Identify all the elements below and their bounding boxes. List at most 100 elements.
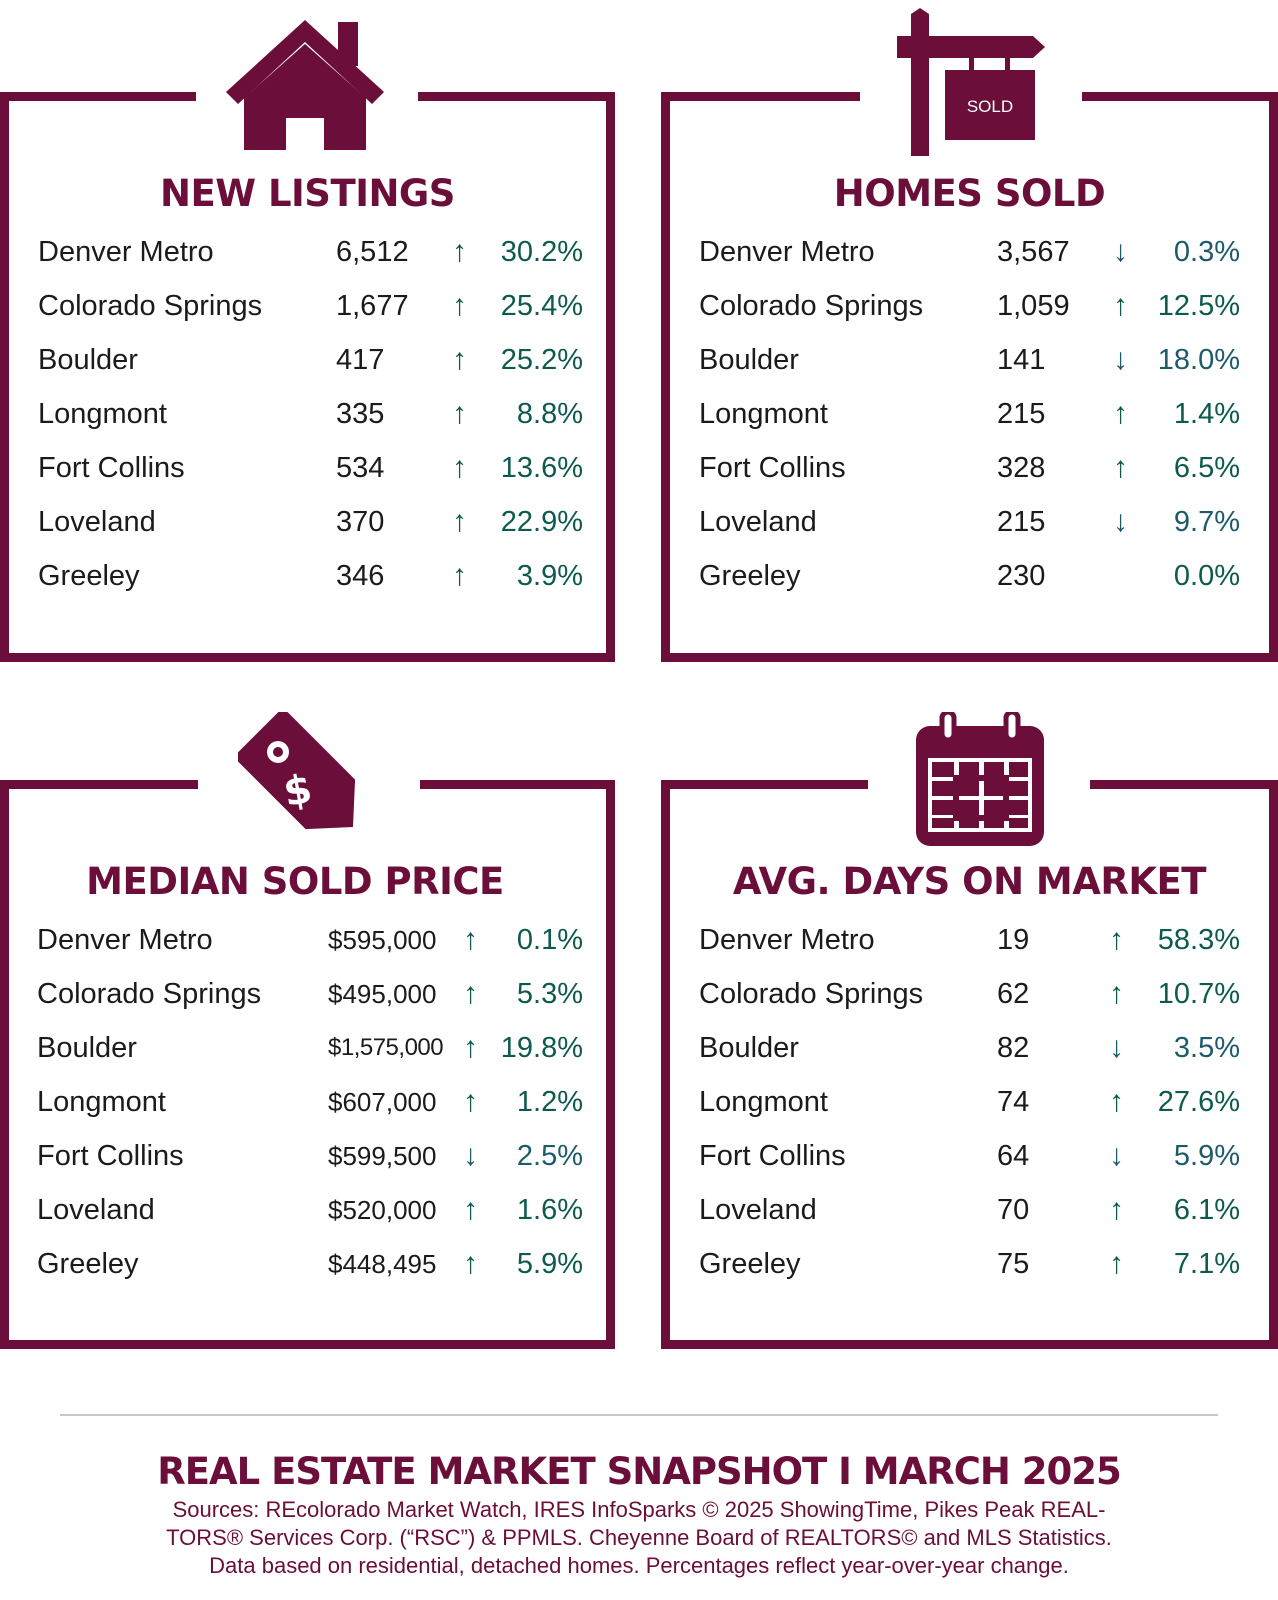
list-item: Greeley 230 0.0% [699,556,1240,596]
city-label: Fort Collins [699,1140,846,1172]
city-label: Colorado Springs [699,978,924,1010]
arrow-down-icon: ↓ [1113,505,1128,538]
arrow-up-icon: ↑ [1109,923,1124,956]
list-item: Colorado Springs 1,677 ↑ 25.4% [38,286,583,326]
list-item: Fort Collins 534 ↑ 13.6% [38,448,583,488]
value: 417 [336,344,385,376]
list-item: Denver Metro 19 ↑ 58.3% [699,920,1240,960]
percent-change: 5.3% [516,978,583,1010]
percent-change: 0.0% [1173,560,1240,592]
city-label: Denver Metro [699,236,875,268]
list-item: Greeley 75 ↑ 7.1% [699,1244,1240,1284]
value: $1,575,000 [328,1034,444,1061]
list-item: Longmont 215 ↑ 1.4% [699,394,1240,434]
percent-change: 8.8% [516,398,583,430]
footer-divider [60,1414,1218,1416]
value: 346 [336,560,385,592]
city-label: Loveland [699,1194,817,1226]
percent-change: 27.6% [1157,1086,1240,1118]
percent-change: 2.5% [516,1140,583,1172]
arrow-up-icon: ↑ [463,1193,478,1226]
arrow-up-icon: ↑ [463,1031,478,1064]
city-label: Greeley [699,560,801,592]
value: $607,000 [328,1087,437,1117]
list-item: Fort Collins 328 ↑ 6.5% [699,448,1240,488]
percent-change: 1.6% [516,1194,583,1226]
city-label: Boulder [699,1032,799,1064]
percent-change: 13.6% [500,452,583,484]
arrow-up-icon: ↑ [452,397,467,430]
city-label: Greeley [38,560,140,592]
list-item: Colorado Springs $495,000 ↑ 5.3% [37,974,583,1014]
city-label: Boulder [699,344,799,376]
value: 141 [997,344,1046,376]
list-item: Loveland 370 ↑ 22.9% [38,502,583,542]
list-item: Boulder 141 ↓ 18.0% [699,340,1240,380]
percent-change: 6.1% [1173,1194,1240,1226]
footer-line: Sources: REcolorado Market Watch, IRES I… [172,1497,1106,1522]
value: 215 [997,506,1046,538]
list-item: Colorado Springs 1,059 ↑ 12.5% [699,286,1240,326]
city-label: Greeley [37,1248,139,1280]
arrow-up-icon: ↑ [1113,289,1128,322]
value: $520,000 [328,1195,437,1225]
city-label: Fort Collins [37,1140,184,1172]
calendar-icon [916,712,1044,846]
arrow-up-icon: ↑ [463,977,478,1010]
sold-sign-text: SOLD [967,97,1013,116]
city-label: Longmont [38,398,167,430]
percent-change: 30.2% [500,236,583,268]
value: 74 [997,1086,1030,1118]
value: 230 [997,560,1046,592]
percent-change: 0.1% [516,924,583,956]
arrow-down-icon: ↓ [1109,1139,1124,1172]
value: 75 [997,1248,1030,1280]
list-item: Colorado Springs 62 ↑ 10.7% [699,974,1240,1014]
percent-change: 18.0% [1157,344,1240,376]
panel-title: MEDIAN SOLD PRICE [86,860,504,903]
value: 6,512 [336,236,409,268]
list-item: Longmont 74 ↑ 27.6% [699,1082,1240,1122]
percent-change: 58.3% [1157,924,1240,956]
percent-change: 12.5% [1157,290,1240,322]
percent-change: 19.8% [500,1032,583,1064]
percent-change: 6.5% [1173,452,1240,484]
arrow-down-icon: ↓ [1113,343,1128,376]
arrow-up-icon: ↑ [452,235,467,268]
value: $595,000 [328,925,437,955]
city-label: Colorado Springs [699,290,924,322]
percent-change: 5.9% [516,1248,583,1280]
list-item: Longmont $607,000 ↑ 1.2% [37,1082,583,1122]
city-label: Denver Metro [38,236,214,268]
value: 370 [336,506,385,538]
list-item: Greeley 346 ↑ 3.9% [38,556,583,596]
city-label: Boulder [37,1032,137,1064]
percent-change: 10.7% [1157,978,1240,1010]
arrow-up-icon: ↑ [1109,1247,1124,1280]
city-label: Longmont [699,1086,828,1118]
value: 534 [336,452,385,484]
city-label: Loveland [699,506,817,538]
list-item: Denver Metro $595,000 ↑ 0.1% [37,920,583,960]
list-item: Boulder 417 ↑ 25.2% [38,340,583,380]
city-label: Colorado Springs [37,978,262,1010]
value: 82 [997,1032,1030,1064]
panel-title: HOMES SOLD [833,172,1106,215]
city-label: Denver Metro [37,924,213,956]
value: 1,059 [997,290,1070,322]
footer-line: TORS® Services Corp. (“RSC”) & PPMLS. Ch… [166,1525,1112,1550]
arrow-up-icon: ↑ [463,1085,478,1118]
value: 19 [997,924,1030,956]
arrow-down-icon: ↓ [1113,235,1128,268]
house-icon [226,20,384,150]
footer-sources: Sources: REcolorado Market Watch, IRES I… [0,1496,1278,1580]
city-label: Fort Collins [38,452,185,484]
percent-change: 3.9% [516,560,583,592]
arrow-up-icon: ↑ [452,343,467,376]
city-label: Denver Metro [699,924,875,956]
percent-change: 25.4% [500,290,583,322]
value: 64 [997,1140,1030,1172]
value: 62 [997,978,1030,1010]
value: 335 [336,398,385,430]
sold-sign-icon: SOLD [897,8,1045,156]
